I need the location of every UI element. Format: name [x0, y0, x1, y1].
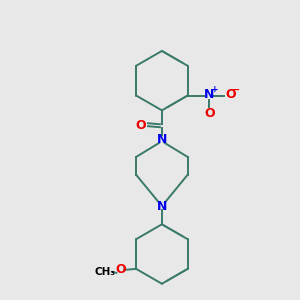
Text: O: O — [204, 107, 215, 120]
Text: −: − — [232, 85, 240, 94]
Text: O: O — [115, 263, 126, 276]
Text: O: O — [225, 88, 236, 101]
Text: N: N — [157, 200, 167, 213]
Text: CH₃: CH₃ — [95, 267, 116, 277]
Text: O: O — [136, 119, 146, 132]
Text: +: + — [211, 85, 218, 94]
Text: N: N — [157, 133, 167, 146]
Text: N: N — [204, 88, 214, 101]
